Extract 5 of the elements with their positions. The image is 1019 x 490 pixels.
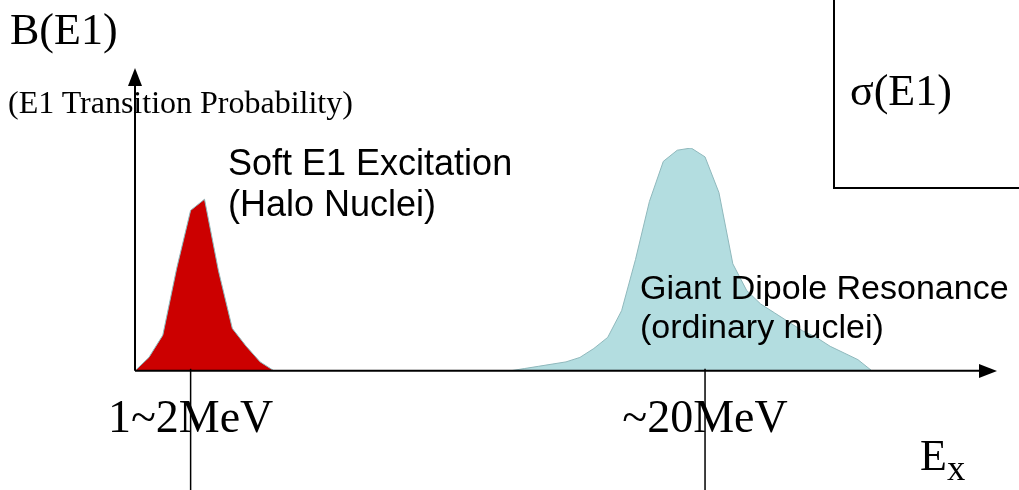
y-axis-title: B(E1) [10,5,118,55]
annotation: Giant Dipole Resonance (ordinary nuclei) [640,268,1009,347]
annotation: Soft E1 Excitation (Halo Nuclei) [228,142,513,225]
callout-box: σ(E1) [833,0,1019,189]
x-axis-title: E$_{x}$ [920,431,966,489]
